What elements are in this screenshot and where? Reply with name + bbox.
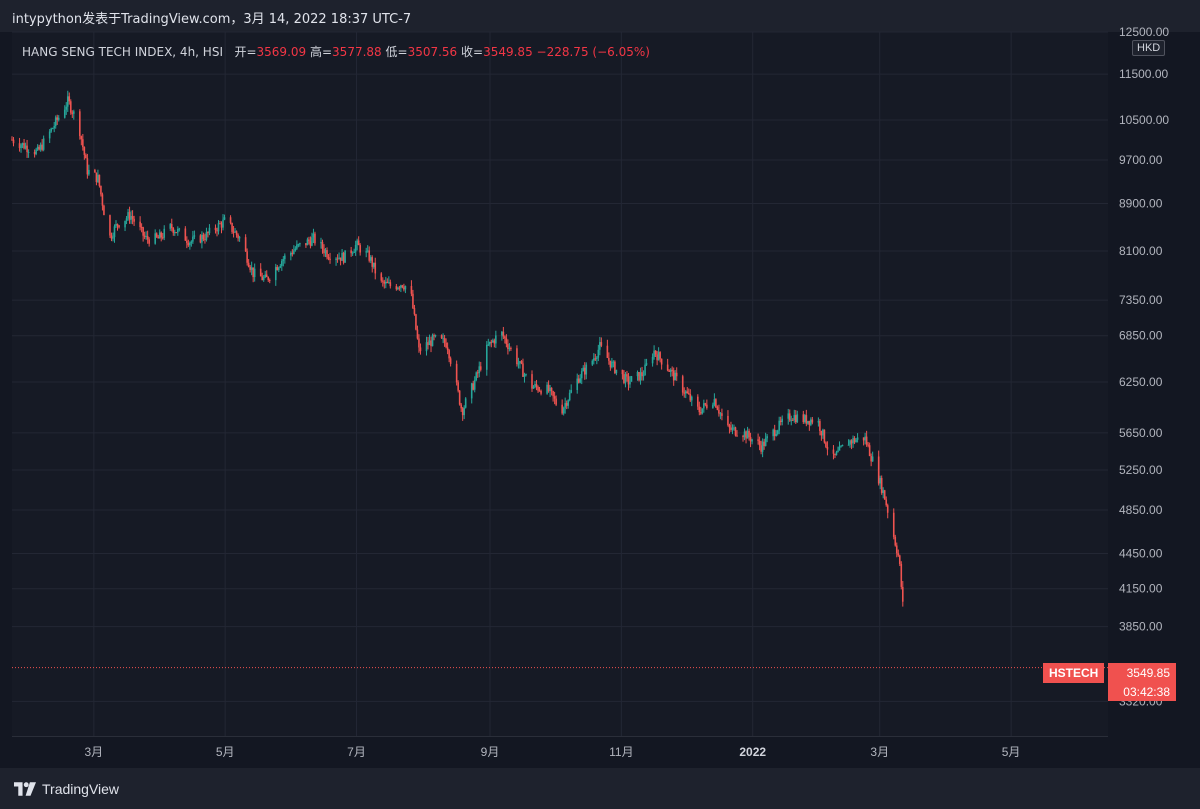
tradingview-icon [14,782,36,796]
legend-low-label: 低= [385,45,408,59]
bar-countdown: 03:42:38 [1108,683,1176,701]
time-axis[interactable] [12,736,1108,769]
legend-close: 3549.85 [483,45,533,59]
legend-high: 3577.88 [332,45,382,59]
legend-low: 3507.56 [407,45,458,59]
publish-info: intypython发表于TradingView.com，3月 14, 2022… [12,12,412,27]
legend-open: 3569.09 [256,45,307,59]
price-axis[interactable] [1108,32,1200,768]
legend-close-label: 收= [461,45,484,59]
legend-high-label: 高= [309,45,333,59]
last-price-value: 3549.85 [1108,663,1176,683]
legend-symbol: HANG SENG TECH INDEX, 4h, HSI [22,45,223,59]
header-bar: intypython发表于TradingView.com，3月 14, 2022… [0,0,1200,32]
footer: TradingView [0,768,1200,809]
legend: HANG SENG TECH INDEX, 4h, HSI 开=3569.09 … [22,43,650,60]
ticker-tag: HSTECH [1043,663,1105,683]
legend-open-label: 开= [234,45,257,59]
currency-badge[interactable]: HKD [1132,40,1166,56]
chart-pane[interactable] [12,32,1108,736]
footer-brand: TradingView [42,781,120,797]
legend-change: −228.75 (−6.05%) [536,45,650,59]
tradingview-logo[interactable]: TradingView [14,781,119,797]
